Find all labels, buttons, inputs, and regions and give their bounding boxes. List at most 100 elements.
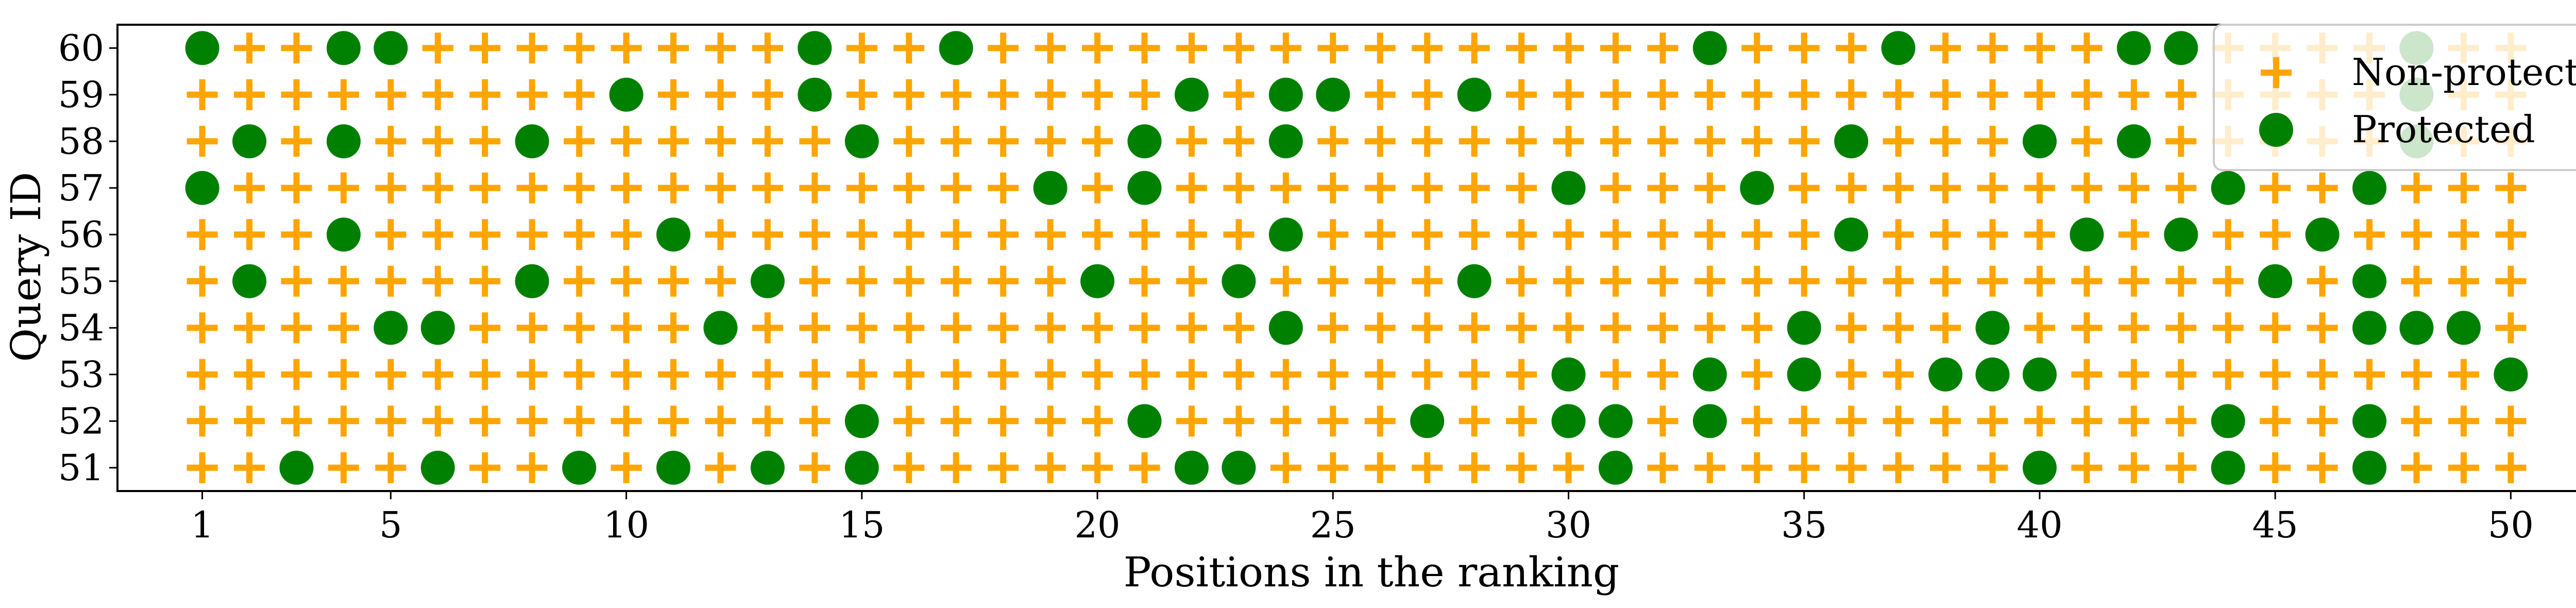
non-protected-point-q54-p34	[1741, 312, 1773, 344]
non-protected-point-q59-p12	[705, 79, 736, 110]
non-protected-point-q60-p6	[422, 32, 453, 64]
non-protected-point-q51-p18	[988, 452, 1019, 483]
non-protected-point-q52-p26	[1364, 406, 1396, 437]
non-protected-point-q54-p16	[893, 312, 925, 344]
non-protected-point-q60-p16	[893, 32, 925, 64]
legend-marker-protected	[2259, 113, 2293, 147]
non-protected-point-q60-p35	[1788, 32, 1820, 64]
non-protected-point-q60-p41	[2071, 32, 2103, 64]
x-tick-label-45: 45	[2252, 504, 2298, 546]
non-protected-point-q57-p15	[846, 172, 877, 204]
non-protected-point-q58-p17	[940, 126, 972, 157]
non-protected-point-q54-p14	[799, 312, 831, 344]
non-protected-point-q60-p39	[1977, 32, 2008, 64]
non-protected-point-q55-p50	[2495, 265, 2527, 297]
non-protected-point-q55-p14	[799, 265, 831, 297]
non-protected-point-q51-p39	[1977, 452, 2008, 483]
non-protected-point-q52-p39	[1977, 406, 2008, 437]
non-protected-point-q57-p2	[234, 172, 265, 204]
y-tick-label-54: 54	[58, 307, 104, 349]
non-protected-point-q57-p43	[2165, 172, 2197, 204]
non-protected-point-q56-p21	[1129, 219, 1160, 250]
non-protected-point-q53-p5	[375, 359, 406, 390]
non-protected-point-q51-p42	[2118, 452, 2149, 483]
non-protected-point-q59-p43	[2165, 79, 2197, 110]
non-protected-point-q59-p37	[1883, 79, 1914, 110]
non-protected-point-q57-p18	[988, 172, 1019, 204]
non-protected-point-q58-p3	[281, 126, 312, 157]
protected-point-q60-p37	[1881, 31, 1916, 65]
non-protected-point-q57-p49	[2448, 172, 2479, 204]
non-protected-point-q57-p33	[1694, 172, 1725, 204]
non-protected-point-q58-p13	[752, 126, 783, 157]
non-protected-point-q58-p38	[1930, 126, 1961, 157]
non-protected-point-q52-p50	[2495, 406, 2527, 437]
non-protected-point-q58-p18	[988, 126, 1019, 157]
non-protected-point-q56-p32	[1647, 219, 1679, 250]
non-protected-point-q51-p4	[328, 452, 359, 483]
non-protected-point-q58-p14	[799, 126, 831, 157]
protected-point-q59-p10	[609, 77, 643, 112]
non-protected-point-q53-p22	[1176, 359, 1207, 390]
non-protected-point-q57-p14	[799, 172, 831, 204]
non-protected-point-q56-p5	[375, 219, 406, 250]
non-protected-point-q52-p7	[469, 406, 501, 437]
points-layer	[185, 31, 2528, 485]
non-protected-point-q56-p39	[1977, 219, 2008, 250]
x-tick-label-15: 15	[839, 504, 885, 546]
non-protected-point-q56-p25	[1317, 219, 1349, 250]
protected-point-q57-p44	[2211, 171, 2245, 205]
protected-point-q54-p24	[1268, 311, 1303, 345]
non-protected-point-q51-p48	[2401, 452, 2432, 483]
legend-plus-marker	[2261, 57, 2292, 88]
protected-point-q56-p43	[2164, 217, 2198, 252]
protected-point-q56-p41	[2070, 217, 2104, 252]
non-protected-point-q51-p28	[1459, 452, 1490, 483]
legend-marker-non-protected	[2261, 57, 2292, 88]
non-protected-point-q54-p33	[1694, 312, 1725, 344]
non-protected-point-q52-p46	[2307, 406, 2338, 437]
non-protected-point-q55-p31	[1600, 265, 1631, 297]
non-protected-point-q54-p50	[2495, 312, 2527, 344]
protected-point-q60-p43	[2164, 31, 2198, 65]
protected-point-q55-p2	[232, 264, 267, 298]
non-protected-point-q56-p8	[516, 219, 548, 250]
non-protected-point-q58-p27	[1412, 126, 1443, 157]
non-protected-point-q53-p8	[516, 359, 548, 390]
non-protected-point-q60-p13	[752, 32, 783, 64]
x-tick-label-20: 20	[1075, 504, 1121, 546]
non-protected-point-q53-p3	[281, 359, 312, 390]
non-protected-point-q54-p8	[516, 312, 548, 344]
non-protected-point-q59-p31	[1600, 79, 1631, 110]
non-protected-point-q60-p24	[1270, 32, 1301, 64]
non-protected-point-q56-p1	[187, 219, 218, 250]
non-protected-point-q51-p21	[1129, 452, 1160, 483]
non-protected-point-q53-p19	[1035, 359, 1066, 390]
non-protected-point-q56-p35	[1788, 219, 1820, 250]
protected-point-q53-p39	[1975, 357, 2010, 392]
non-protected-point-q53-p32	[1647, 359, 1679, 390]
protected-point-q51-p31	[1598, 450, 1633, 485]
y-tick-label-51: 51	[58, 447, 104, 489]
non-protected-point-q59-p17	[940, 79, 972, 110]
non-protected-point-q60-p31	[1600, 32, 1631, 64]
non-protected-point-q58-p34	[1741, 126, 1773, 157]
non-protected-point-q51-p17	[940, 452, 972, 483]
non-protected-point-q58-p11	[658, 126, 689, 157]
non-protected-point-q54-p2	[234, 312, 265, 344]
non-protected-point-q54-p27	[1412, 312, 1443, 344]
x-tick-label-10: 10	[603, 504, 649, 546]
y-tick-label-52: 52	[58, 400, 104, 442]
non-protected-point-q56-p45	[2260, 219, 2291, 250]
non-protected-point-q56-p10	[611, 219, 642, 250]
non-protected-point-q56-p17	[940, 219, 972, 250]
non-protected-point-q56-p47	[2354, 219, 2385, 250]
non-protected-point-q58-p9	[564, 126, 595, 157]
non-protected-point-q56-p9	[564, 219, 595, 250]
non-protected-point-q59-p15	[846, 79, 877, 110]
x-tick-label-40: 40	[2016, 504, 2062, 546]
non-protected-point-q59-p32	[1647, 79, 1679, 110]
non-protected-point-q59-p27	[1412, 79, 1443, 110]
non-protected-point-q53-p29	[1506, 359, 1537, 390]
non-protected-point-q52-p37	[1883, 406, 1914, 437]
